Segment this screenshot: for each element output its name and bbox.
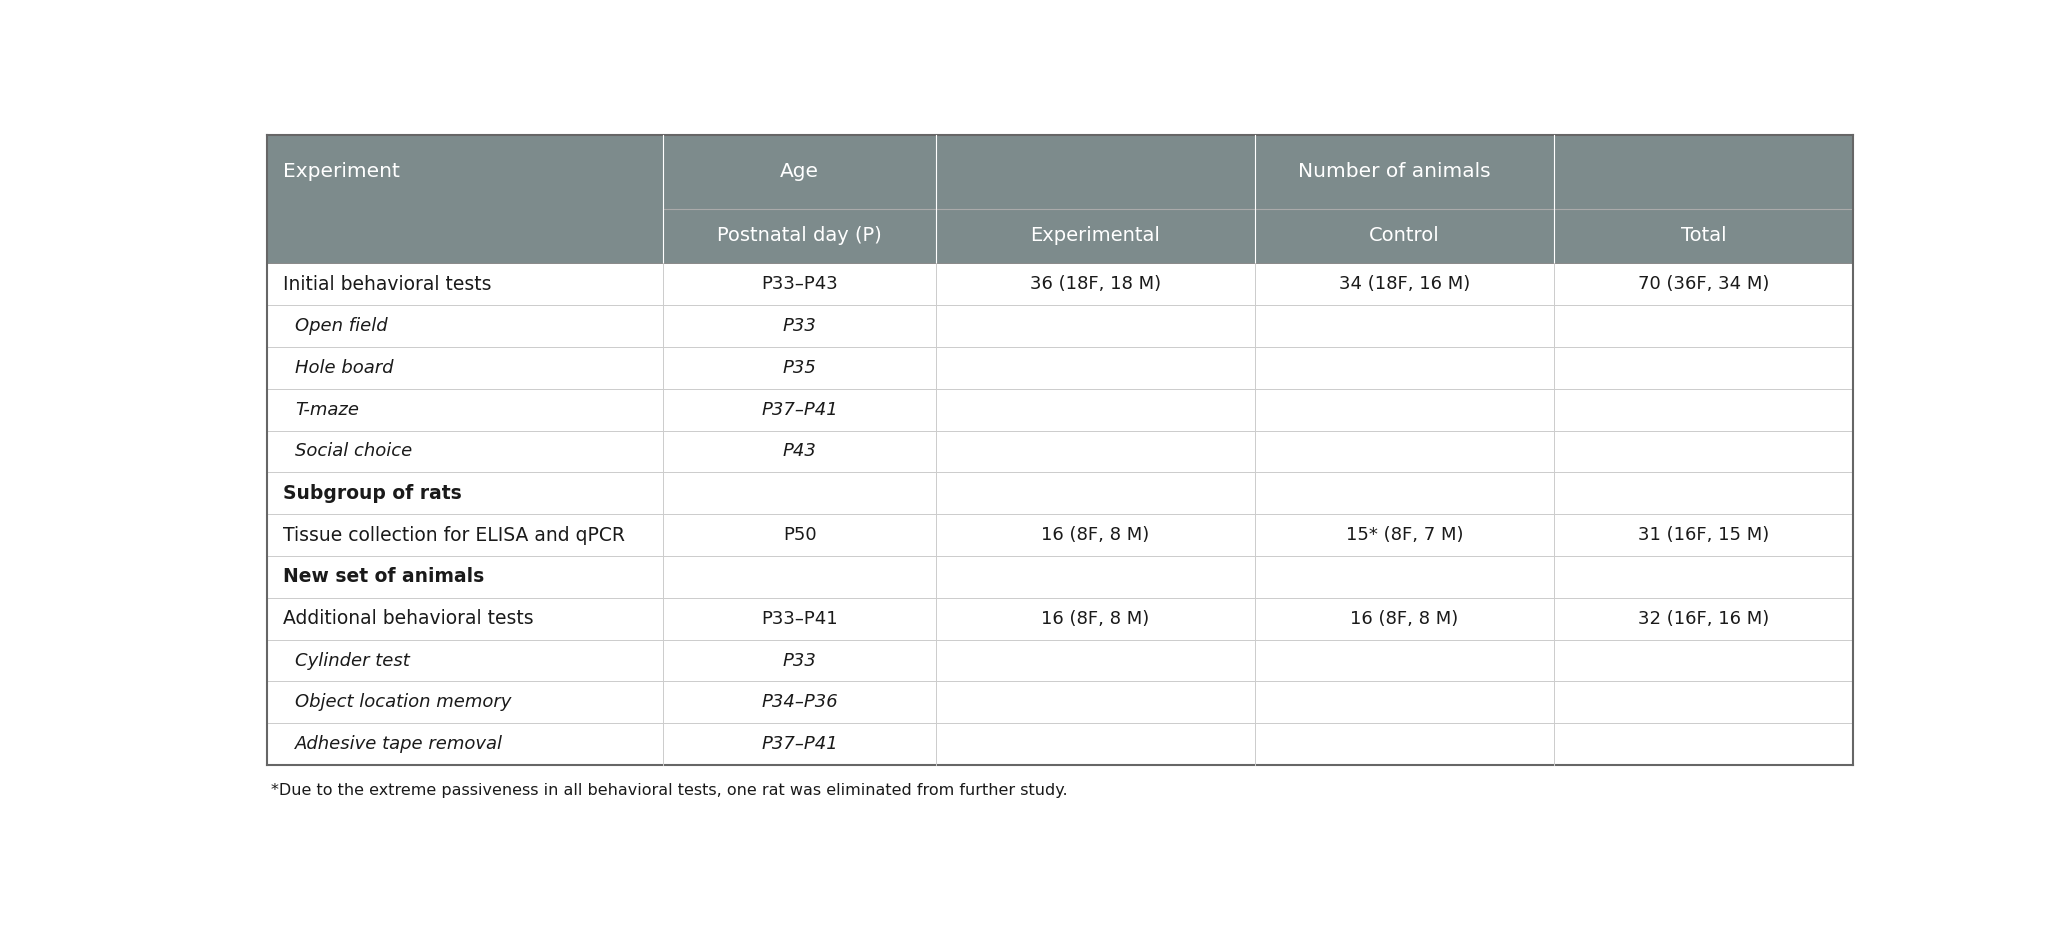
Text: Total: Total [1681,227,1727,246]
Bar [267,724,1853,765]
Text: T-maze: T-maze [296,401,360,419]
Text: P33–P43: P33–P43 [761,275,838,294]
Text: Social choice: Social choice [296,442,414,460]
Text: Tissue collection for ELISA and qPCR: Tissue collection for ELISA and qPCR [283,526,625,545]
Text: 15* (8F, 7 M): 15* (8F, 7 M) [1346,526,1462,544]
Text: P33: P33 [784,317,817,335]
Text: 36 (18F, 18 M): 36 (18F, 18 M) [1030,275,1160,294]
Text: Control: Control [1369,227,1439,246]
Text: Hole board: Hole board [296,359,393,376]
Text: Subgroup of rats: Subgroup of rats [283,484,461,502]
Text: Number of animals: Number of animals [1299,162,1491,182]
Text: Initial behavioral tests: Initial behavioral tests [283,275,490,294]
Text: P37–P41: P37–P41 [761,401,838,419]
Text: P43: P43 [784,442,817,460]
Text: 32 (16F, 16 M): 32 (16F, 16 M) [1638,610,1770,628]
Text: 16 (8F, 8 M): 16 (8F, 8 M) [1350,610,1458,628]
Text: Object location memory: Object location memory [296,694,511,711]
Bar [1255,209,1553,263]
Bar [937,209,1255,263]
Bar [1553,209,1853,263]
Text: 31 (16F, 15 M): 31 (16F, 15 M) [1638,526,1770,544]
Text: Age: Age [780,162,819,182]
Text: Postnatal day (P): Postnatal day (P) [718,227,883,246]
Text: P33: P33 [784,651,817,669]
Bar [267,472,1853,514]
Text: Open field: Open field [296,317,389,335]
Text: P37–P41: P37–P41 [761,735,838,753]
Bar [267,640,1853,681]
Text: P33–P41: P33–P41 [761,610,838,628]
Text: New set of animals: New set of animals [283,567,484,586]
Bar [267,347,1853,389]
Text: 16 (8F, 8 M): 16 (8F, 8 M) [1042,526,1150,544]
Bar [937,135,1853,209]
Bar [267,681,1853,724]
Text: P50: P50 [784,526,817,544]
Text: 70 (36F, 34 M): 70 (36F, 34 M) [1638,275,1770,294]
Text: Cylinder test: Cylinder test [296,651,409,669]
Text: 16 (8F, 8 M): 16 (8F, 8 M) [1042,610,1150,628]
Text: Experimental: Experimental [1030,227,1160,246]
Bar [267,431,1853,472]
Bar [664,135,937,209]
Text: 34 (18F, 16 M): 34 (18F, 16 M) [1338,275,1470,294]
Text: *Due to the extreme passiveness in all behavioral tests, one rat was eliminated : *Due to the extreme passiveness in all b… [271,783,1067,798]
Bar [267,135,664,209]
Bar [267,514,1853,556]
Text: Experiment: Experiment [283,162,399,182]
Bar [267,263,1853,305]
Text: Adhesive tape removal: Adhesive tape removal [296,735,503,753]
Text: P35: P35 [784,359,817,376]
Bar [267,305,1853,347]
Bar [267,389,1853,431]
Bar [267,556,1853,598]
Bar [664,209,937,263]
Text: Additional behavioral tests: Additional behavioral tests [283,609,534,629]
Text: P34–P36: P34–P36 [761,694,838,711]
Bar [267,209,664,263]
Bar [267,598,1853,640]
